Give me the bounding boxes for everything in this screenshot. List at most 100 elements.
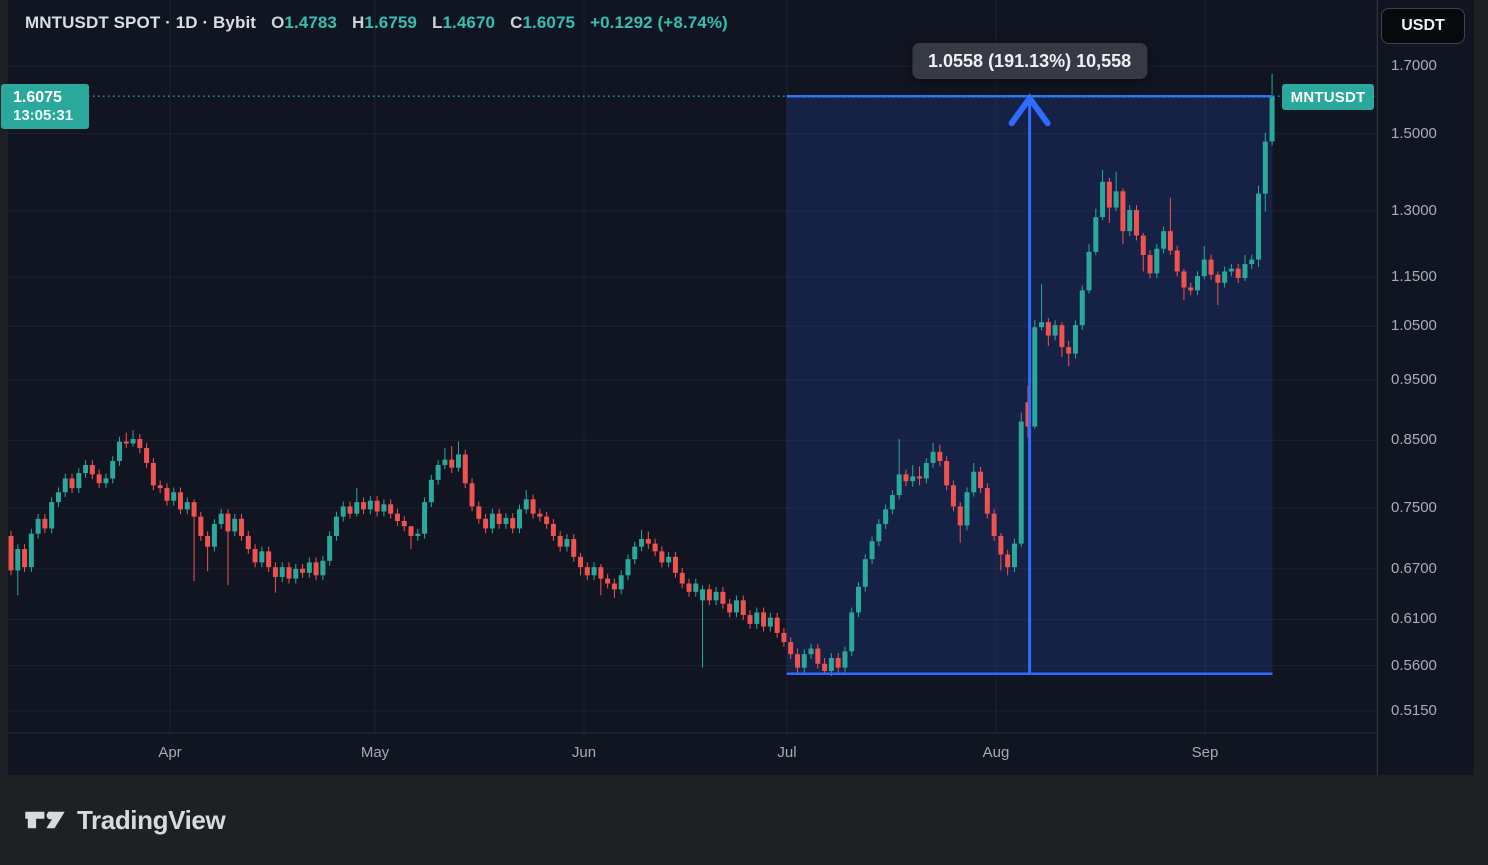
candle bbox=[1188, 282, 1194, 296]
tradingview-logo[interactable]: TradingView bbox=[24, 804, 226, 836]
candle bbox=[1262, 132, 1268, 212]
candle bbox=[150, 458, 156, 491]
candle bbox=[469, 478, 475, 512]
candle bbox=[679, 568, 685, 589]
ohlc-low: L1.4670 bbox=[432, 13, 496, 32]
candle bbox=[856, 581, 861, 618]
candle bbox=[211, 519, 217, 552]
candle bbox=[1093, 208, 1099, 255]
candle bbox=[666, 552, 672, 568]
candle bbox=[645, 531, 651, 550]
candle bbox=[42, 513, 48, 534]
candle bbox=[116, 436, 122, 466]
candle bbox=[401, 516, 407, 532]
candle bbox=[1147, 250, 1153, 279]
price-axis-label: 1.3000 bbox=[1391, 201, 1437, 219]
candle bbox=[306, 557, 312, 578]
candle bbox=[455, 441, 461, 472]
candle bbox=[1195, 271, 1200, 296]
price-axis-label: 0.5150 bbox=[1391, 701, 1437, 719]
last-price-value: 1.6075 bbox=[13, 89, 62, 106]
candle bbox=[320, 555, 326, 581]
candle bbox=[130, 430, 136, 447]
candle bbox=[157, 480, 163, 493]
candle bbox=[774, 612, 780, 638]
candle bbox=[184, 497, 190, 515]
candle bbox=[964, 487, 970, 531]
candle bbox=[462, 449, 468, 489]
candle bbox=[740, 595, 746, 620]
candle bbox=[503, 513, 509, 529]
ohlc-close: C1.6075 bbox=[510, 13, 576, 32]
candle bbox=[1242, 254, 1248, 281]
candle bbox=[381, 499, 387, 517]
candle bbox=[713, 587, 719, 606]
price-axis-label: 1.0500 bbox=[1391, 317, 1437, 335]
candle bbox=[69, 473, 75, 493]
candle bbox=[1140, 232, 1146, 272]
candle bbox=[842, 646, 848, 673]
price-axis-label: 0.6100 bbox=[1391, 610, 1437, 628]
candle bbox=[442, 447, 448, 470]
candle bbox=[1005, 549, 1011, 576]
time-axis[interactable]: Apr May Jun Jul Aug Sep bbox=[8, 733, 1376, 775]
candle bbox=[1201, 246, 1207, 280]
candle bbox=[123, 432, 129, 448]
candle bbox=[1161, 226, 1167, 254]
candle bbox=[272, 562, 278, 593]
candle bbox=[747, 610, 753, 629]
candle bbox=[178, 487, 183, 515]
last-price-label[interactable]: 1.6075 13:05:31 bbox=[1, 84, 89, 129]
candle bbox=[347, 501, 353, 519]
candle bbox=[483, 513, 489, 534]
candle bbox=[1127, 205, 1133, 237]
candle bbox=[720, 587, 726, 609]
currency-toggle-button[interactable]: USDT bbox=[1381, 8, 1465, 44]
candle bbox=[598, 563, 604, 596]
tradingview-logo-text: TradingView bbox=[77, 804, 226, 835]
candle bbox=[523, 490, 529, 514]
symbol-title[interactable]: MNTUSDT SPOT · 1D · Bybit bbox=[25, 13, 257, 32]
candle bbox=[1039, 284, 1045, 331]
candle bbox=[35, 513, 41, 539]
price-axis-label: 0.7500 bbox=[1391, 498, 1437, 516]
candle bbox=[1222, 266, 1228, 288]
candle bbox=[83, 460, 89, 478]
candle bbox=[449, 446, 455, 474]
candle bbox=[883, 504, 889, 529]
candle bbox=[761, 607, 767, 632]
candle bbox=[700, 585, 706, 668]
candle bbox=[96, 469, 102, 489]
bar-countdown: 13:05:31 bbox=[13, 107, 74, 124]
candle bbox=[564, 534, 570, 552]
candle bbox=[374, 495, 380, 517]
candle bbox=[327, 531, 333, 566]
candle bbox=[632, 541, 638, 565]
month-label: Apr bbox=[158, 744, 182, 761]
candle bbox=[171, 487, 177, 506]
candle bbox=[862, 554, 868, 592]
candlestick-chart[interactable] bbox=[0, 0, 1376, 775]
candle bbox=[279, 562, 285, 582]
bottom-bar: TradingView bbox=[0, 775, 1488, 865]
candle bbox=[1072, 320, 1078, 359]
candle bbox=[822, 657, 828, 674]
price-axis-label: 1.1500 bbox=[1391, 268, 1437, 286]
candle bbox=[76, 468, 82, 493]
candle bbox=[476, 501, 482, 524]
candle bbox=[618, 570, 624, 595]
candle bbox=[55, 487, 61, 508]
candle bbox=[1154, 243, 1160, 279]
candle bbox=[1269, 73, 1275, 146]
candle bbox=[300, 563, 306, 578]
candle bbox=[788, 637, 794, 660]
candle bbox=[1106, 177, 1112, 223]
symbol-price-tag[interactable]: MNTUSDT bbox=[1282, 84, 1374, 110]
candle bbox=[28, 528, 34, 573]
candle bbox=[672, 552, 678, 578]
price-axis[interactable]: USDT 1.7000 1.5000 1.3000 1.1500 1.0500 0.950… bbox=[1377, 0, 1474, 775]
candle bbox=[1045, 318, 1051, 347]
right-chrome-strip bbox=[1474, 0, 1488, 865]
candle bbox=[828, 653, 834, 676]
